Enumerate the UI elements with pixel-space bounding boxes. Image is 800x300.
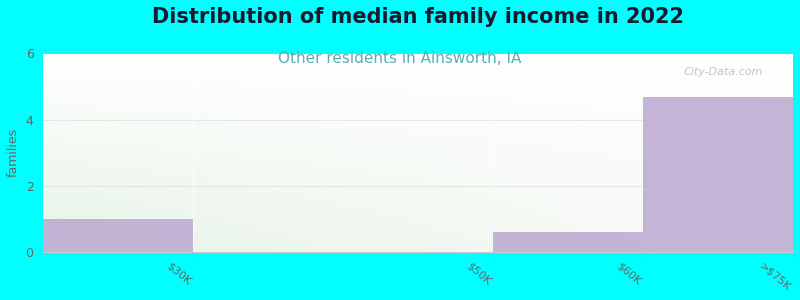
Text: City-Data.com: City-Data.com xyxy=(683,68,763,77)
Bar xyxy=(43,219,193,252)
Title: Distribution of median family income in 2022: Distribution of median family income in … xyxy=(152,7,684,27)
Bar xyxy=(643,97,793,252)
Bar xyxy=(493,232,643,252)
Text: Other residents in Ainsworth, IA: Other residents in Ainsworth, IA xyxy=(278,51,522,66)
Y-axis label: families: families xyxy=(7,128,20,177)
